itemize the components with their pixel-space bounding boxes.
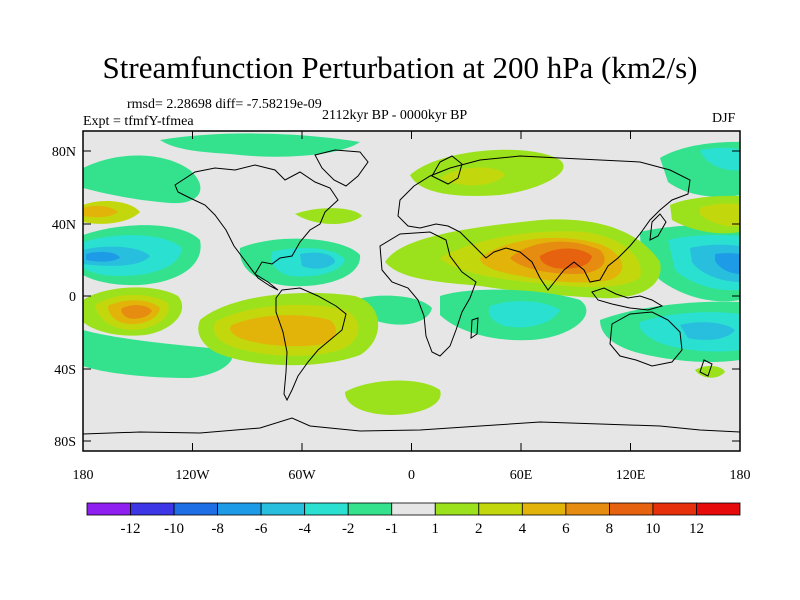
colorbar-swatch — [696, 502, 741, 516]
latitude-axis — [83, 150, 740, 442]
colorbar-swatch — [173, 502, 218, 516]
colorbar-swatch — [130, 502, 175, 516]
longitude-axis — [192, 131, 631, 451]
lat-tick-label: 80N — [52, 145, 76, 160]
field-negative-arctic — [160, 133, 360, 157]
colorbar-label: 2 — [475, 521, 483, 537]
field-negative-north-pacific-4 — [86, 251, 120, 262]
contour-fields — [83, 133, 740, 415]
colorbar-swatch — [304, 502, 349, 516]
field-positive-asia-core — [540, 248, 592, 269]
colorbar-label: 4 — [519, 521, 527, 537]
colorbar-label: 8 — [606, 521, 614, 537]
coastline-greenland — [314, 149, 369, 187]
colorbar-swatch — [217, 502, 262, 516]
colorbar-label: -2 — [342, 521, 355, 537]
coastline-new-zealand — [699, 359, 713, 377]
coastline-madagascar — [470, 317, 479, 339]
field-negative-australia-3 — [680, 322, 735, 340]
field-positive-southwest-pacific — [695, 366, 725, 378]
field-negative-central-america-core-2 — [300, 252, 335, 269]
lat-tick-label: 40N — [52, 218, 76, 233]
colorbar-swatch — [434, 502, 480, 516]
coastline-south-america — [275, 287, 347, 402]
lon-tick-label: 180 — [73, 468, 94, 483]
field-negative-south-pacific-east — [83, 330, 233, 378]
lat-tick-label: 80S — [54, 435, 76, 450]
lat-tick-label: 0 — [69, 290, 76, 305]
field-positive-southern-ocean — [345, 380, 441, 415]
colorbar-swatch — [391, 502, 436, 516]
colorbar: -12 -10 -8 -6 -4 -2 -1 1 2 4 6 8 10 12 — [86, 502, 741, 537]
colorbar-swatch — [565, 502, 610, 516]
colorbar-label: 6 — [562, 521, 570, 537]
colorbar-label: -12 — [121, 521, 141, 537]
coastline-antarctica — [83, 417, 740, 435]
season-label: DJF — [712, 111, 736, 126]
lat-tick-label: 40S — [54, 363, 76, 378]
colorbar-label: -8 — [211, 521, 224, 537]
colorbar-swatch — [609, 502, 654, 516]
field-positive-europe-core — [440, 167, 505, 186]
lon-tick-label: 60E — [510, 468, 533, 483]
field-positive-north-atlantic — [295, 208, 362, 224]
colorbar-label: 10 — [645, 521, 660, 537]
lon-tick-label: 120W — [175, 468, 210, 483]
colorbar-swatch — [347, 502, 393, 516]
coastline-scandinavia — [431, 155, 463, 185]
colorbar-label: -6 — [255, 521, 268, 537]
field-positive-north-pacific-west-core — [83, 205, 118, 218]
colorbar-swatch — [478, 502, 523, 516]
field-positive-northwest-pacific-core — [700, 203, 740, 227]
field-negative-northwest-pacific-core — [700, 147, 740, 171]
colorbar-swatch — [521, 502, 567, 516]
coastline-eurasia — [397, 155, 691, 291]
lon-tick-label: 60W — [288, 468, 316, 483]
experiment-label: Expt = tfmfY-tfmea — [83, 114, 194, 129]
colorbar-swatch — [260, 502, 306, 516]
rmsd-stats: rmsd= 2.28698 diff= -7.58219e-09 — [127, 97, 322, 112]
colorbar-label: -1 — [385, 521, 398, 537]
colorbar-label: -4 — [298, 521, 311, 537]
colorbar-label: 1 — [432, 521, 440, 537]
coastlines — [83, 149, 740, 435]
coastline-africa — [379, 231, 477, 357]
field-positive-south-pacific-4 — [121, 305, 152, 319]
lon-tick-label: 180 — [730, 468, 751, 483]
coastline-australia — [609, 311, 683, 367]
coastline-north-america — [174, 164, 339, 291]
period-label: 2112kyr BP - 0000kyr BP — [322, 108, 468, 123]
colorbar-swatch — [86, 502, 131, 516]
colorbar-swatch — [652, 502, 697, 516]
colorbar-label: 12 — [689, 521, 704, 537]
coastline-japan — [649, 213, 667, 241]
field-negative-south-indian-core — [488, 301, 560, 328]
coastline-maritime-continent — [591, 287, 664, 311]
lon-tick-label: 120E — [616, 468, 646, 483]
lon-tick-label: 0 — [408, 468, 415, 483]
colorbar-label: -10 — [164, 521, 184, 537]
plot-title: Streamfunction Perturbation at 200 hPa (… — [102, 50, 698, 85]
field-negative-east-pacific-4 — [715, 253, 740, 274]
field-negative-north-atlantic — [83, 155, 201, 204]
